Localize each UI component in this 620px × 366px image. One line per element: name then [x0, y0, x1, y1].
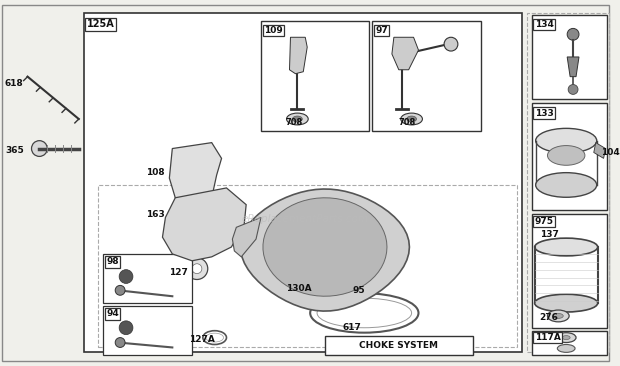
Ellipse shape — [547, 146, 585, 165]
Text: 127A: 127A — [189, 335, 215, 344]
Text: 618: 618 — [5, 79, 24, 88]
FancyBboxPatch shape — [99, 185, 517, 347]
Polygon shape — [169, 143, 221, 205]
Text: 163: 163 — [146, 210, 164, 219]
Polygon shape — [392, 37, 419, 70]
FancyBboxPatch shape — [532, 331, 606, 355]
Text: 365: 365 — [5, 146, 24, 155]
Circle shape — [567, 29, 579, 40]
Text: 708: 708 — [286, 119, 303, 127]
Ellipse shape — [547, 310, 569, 322]
FancyBboxPatch shape — [532, 213, 606, 328]
Polygon shape — [241, 189, 409, 311]
Circle shape — [337, 280, 353, 296]
Text: 137: 137 — [539, 230, 559, 239]
Text: 134: 134 — [534, 20, 554, 29]
Ellipse shape — [407, 116, 417, 122]
Circle shape — [328, 245, 352, 269]
FancyBboxPatch shape — [84, 13, 522, 352]
Circle shape — [190, 156, 204, 170]
Circle shape — [444, 37, 458, 51]
Circle shape — [119, 321, 133, 335]
Circle shape — [115, 285, 125, 295]
Text: 617: 617 — [343, 323, 361, 332]
Text: 108: 108 — [146, 168, 164, 177]
Text: 117A: 117A — [534, 333, 560, 342]
Circle shape — [335, 252, 345, 262]
Text: 94: 94 — [107, 310, 119, 318]
Polygon shape — [232, 217, 261, 257]
Ellipse shape — [554, 313, 563, 318]
Circle shape — [115, 337, 125, 347]
Text: 130A: 130A — [286, 284, 311, 293]
Text: 127: 127 — [169, 268, 188, 277]
Ellipse shape — [562, 336, 570, 340]
Text: CHOKE SYSTEM: CHOKE SYSTEM — [360, 341, 438, 350]
FancyBboxPatch shape — [527, 13, 609, 352]
Text: 708: 708 — [399, 119, 416, 127]
Circle shape — [32, 141, 47, 156]
Text: 109: 109 — [264, 26, 283, 35]
Text: 276: 276 — [539, 335, 559, 344]
Circle shape — [191, 179, 203, 191]
FancyBboxPatch shape — [372, 20, 480, 131]
Text: 276: 276 — [539, 313, 559, 322]
Circle shape — [192, 264, 202, 274]
Ellipse shape — [534, 294, 598, 312]
Polygon shape — [567, 57, 579, 76]
Text: 97: 97 — [375, 26, 388, 35]
FancyBboxPatch shape — [2, 5, 609, 361]
Ellipse shape — [534, 238, 598, 256]
FancyBboxPatch shape — [532, 103, 606, 210]
Text: 133: 133 — [534, 109, 554, 117]
Polygon shape — [263, 198, 387, 296]
Polygon shape — [162, 188, 246, 261]
Circle shape — [341, 284, 348, 292]
Ellipse shape — [557, 344, 575, 352]
Ellipse shape — [556, 333, 576, 343]
Circle shape — [199, 216, 215, 232]
Text: 95: 95 — [353, 286, 365, 295]
Text: 125A: 125A — [87, 19, 115, 30]
Text: 104: 104 — [601, 148, 619, 157]
Circle shape — [186, 258, 208, 280]
Ellipse shape — [286, 113, 308, 125]
FancyBboxPatch shape — [104, 254, 192, 303]
Polygon shape — [594, 143, 606, 158]
Text: eReplacementParts.com: eReplacementParts.com — [242, 214, 369, 224]
Circle shape — [311, 258, 329, 276]
Ellipse shape — [536, 173, 596, 197]
Ellipse shape — [293, 116, 303, 122]
FancyBboxPatch shape — [261, 20, 370, 131]
Circle shape — [568, 85, 578, 94]
Text: 98: 98 — [107, 257, 119, 266]
Ellipse shape — [536, 128, 596, 153]
Ellipse shape — [401, 113, 422, 125]
FancyBboxPatch shape — [532, 15, 606, 99]
Circle shape — [119, 270, 133, 283]
Text: 975: 975 — [534, 217, 554, 226]
Polygon shape — [290, 37, 308, 74]
FancyBboxPatch shape — [325, 336, 472, 355]
FancyBboxPatch shape — [104, 306, 192, 355]
